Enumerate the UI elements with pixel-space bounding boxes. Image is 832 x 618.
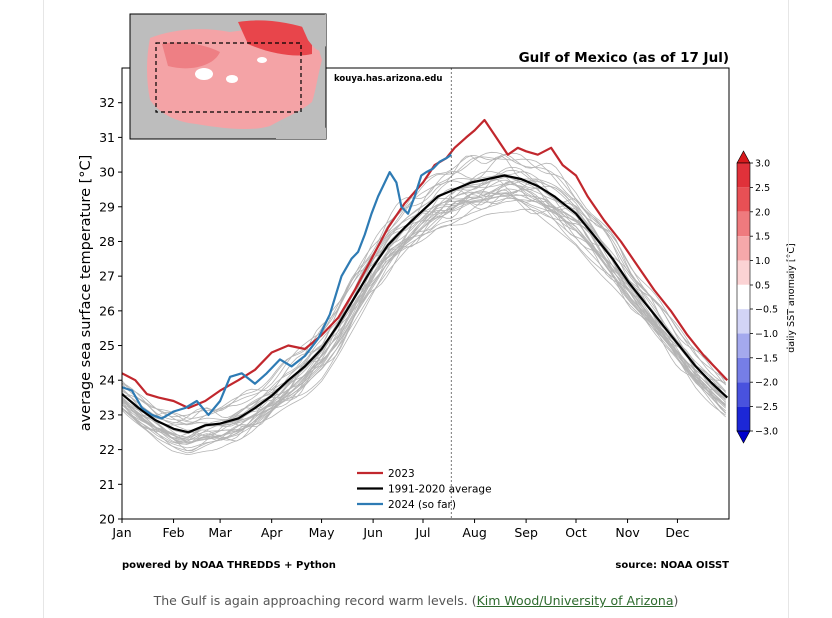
footer-left: powered by NOAA THREDDS + Python	[122, 560, 336, 571]
x-tick-label: Aug	[462, 525, 486, 540]
colorbar-tick-label: 1.5	[755, 232, 770, 243]
region-box	[155, 42, 302, 113]
series-layer	[121, 118, 729, 434]
colorbar-tick-label: 1.0	[755, 256, 770, 267]
x-tick-label: Jul	[414, 525, 430, 540]
x-tick-label: Feb	[162, 525, 184, 540]
cool-spot	[195, 68, 213, 80]
y-tick-label: 30	[99, 165, 115, 180]
left-border	[43, 0, 44, 618]
warm-patch	[162, 42, 220, 69]
y-tick-label: 31	[99, 130, 115, 145]
historical-year-line	[121, 208, 726, 456]
y-tick-label: 27	[99, 269, 115, 284]
cool-spot-2	[226, 75, 238, 83]
caption-text: The Gulf is again approaching record war…	[153, 593, 477, 608]
florida-land	[300, 14, 326, 51]
x-axis: Jan Feb Mar Apr May Jun Jul Aug Sep Oct Nov Dec	[111, 519, 690, 540]
historical-year-line	[121, 155, 726, 422]
legend-label: 1991-2020 average	[388, 484, 492, 496]
right-border	[788, 0, 789, 618]
y-axis: 20 21 22 23 24 25 26 27 28 29 30 31 32	[99, 95, 122, 527]
colorbar-frame	[736, 162, 751, 432]
inset-map	[129, 13, 327, 140]
y-tick-label: 29	[99, 199, 115, 214]
colorbar-tick-label: −1.5	[755, 353, 778, 364]
x-tick-label: Dec	[665, 525, 689, 540]
colorbar-bin	[737, 211, 750, 237]
x-tick-label: Mar	[208, 525, 232, 540]
footer-right: source: NOAA OISST	[615, 560, 729, 571]
colorbar-bin	[737, 236, 750, 261]
colorbar-bin	[737, 333, 750, 358]
historical-year-line	[121, 178, 726, 439]
chart-title: Gulf of Mexico (as of 17 Jul)	[519, 50, 729, 66]
colorbar-bin	[737, 260, 750, 285]
historical-year-line	[121, 156, 726, 425]
colorbar-tick-label: −3.0	[755, 427, 778, 438]
caption-credit-link[interactable]: Kim Wood/University of Arizona	[476, 593, 674, 608]
y-tick-label: 28	[99, 234, 115, 249]
colorbar-label: daily SST anomaly [°C]	[786, 243, 797, 352]
colorbar-bin	[737, 357, 750, 383]
y-tick-label: 25	[99, 338, 115, 353]
x-tick-label: Apr	[261, 525, 283, 540]
figure-caption: The Gulf is again approaching record war…	[0, 593, 832, 608]
historical-year-line	[121, 153, 727, 424]
cuba-land	[276, 120, 326, 139]
y-tick-label: 26	[99, 303, 115, 318]
y-tick-label: 23	[99, 407, 115, 422]
colorbar-max-arrow	[736, 150, 751, 164]
legend: 2023 1991-2020 average 2024 (so far)	[357, 468, 492, 511]
colorbar-tick-label: 3.0	[755, 159, 770, 170]
x-tick-label: Jun	[362, 525, 383, 540]
legend-label: 2023	[388, 468, 415, 480]
colorbar-bin	[737, 382, 750, 407]
colorbar-bin	[737, 284, 750, 310]
historical-year-line	[121, 179, 726, 445]
series-line-2	[121, 153, 452, 420]
caption-close: )	[673, 593, 679, 608]
y-axis-label: average sea surface temperature [°C]	[78, 155, 94, 432]
cool-spot-3	[257, 57, 267, 63]
watermark: kouya.has.arizona.edu	[334, 74, 442, 84]
colorbar-bin	[737, 187, 750, 212]
legend-label: 2024 (so far)	[388, 499, 456, 511]
y-tick-label: 20	[99, 512, 115, 527]
colorbar-min-arrow	[736, 430, 751, 444]
colorbar-tick-label: −2.5	[755, 402, 778, 413]
historical-year-line	[121, 195, 726, 449]
y-tick-label: 32	[99, 95, 115, 110]
colorbar-tick-label: 0.5	[755, 281, 770, 292]
colorbar-tick-label: −2.0	[755, 378, 778, 389]
series-line-0	[121, 118, 729, 410]
colorbar-tick-label: 2.0	[755, 207, 770, 218]
y-tick-label: 21	[99, 477, 115, 492]
series-line-1	[121, 174, 729, 434]
colorbar: 3.0 2.5 2.0 1.5 1.0 0.5 −0.5 −1.0 −1.5 −2.0 −2.5 −3…	[736, 150, 778, 444]
historical-year-line	[121, 151, 726, 419]
colorbar-bin	[737, 309, 750, 334]
x-tick-label: Nov	[615, 525, 640, 540]
colorbar-tick-label: 2.5	[755, 183, 770, 194]
y-tick-label: 24	[99, 373, 115, 388]
colorbar-bin	[737, 406, 750, 431]
y-tick-label: 22	[99, 442, 115, 457]
x-tick-label: Sep	[514, 525, 538, 540]
plot-frame	[121, 67, 730, 520]
x-tick-label: Jan	[111, 525, 131, 540]
colorbar-tick-label: −1.0	[755, 329, 778, 340]
colorbar-bin	[737, 163, 750, 188]
x-tick-label: May	[309, 525, 335, 540]
hot-patch	[238, 20, 312, 56]
historical-year-line	[121, 194, 726, 441]
x-tick-label: Oct	[565, 525, 587, 540]
colorbar-tick-label: −0.5	[755, 305, 778, 316]
